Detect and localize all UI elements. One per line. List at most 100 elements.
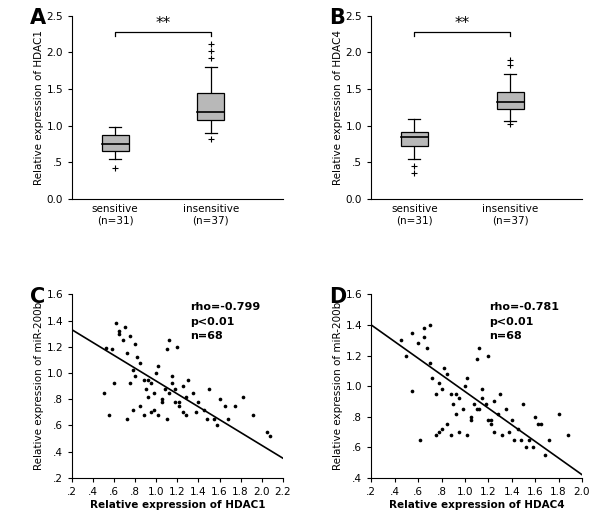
Point [509, 435, 519, 444]
Point [139, 411, 148, 419]
Bar [101, 134, 128, 151]
Point [446, 390, 455, 398]
Point [173, 343, 182, 351]
Point [437, 425, 446, 433]
Point [396, 336, 406, 344]
Point [454, 394, 464, 403]
Point [431, 431, 440, 439]
Point [181, 411, 191, 419]
Point [401, 351, 411, 360]
Point [136, 402, 145, 410]
X-axis label: Relative expression of HDAC1: Relative expression of HDAC1 [89, 500, 265, 510]
Y-axis label: Relative expression of miR-200b: Relative expression of miR-200b [34, 302, 44, 470]
Point [175, 397, 184, 406]
Point [474, 405, 484, 413]
Point [139, 375, 148, 384]
Point [122, 415, 131, 423]
Point [143, 375, 152, 384]
Text: rho=-0.799
p<0.01
n=68: rho=-0.799 p<0.01 n=68 [190, 302, 260, 341]
Point [170, 397, 180, 406]
Point [530, 413, 540, 421]
Point [460, 382, 470, 390]
Point [425, 321, 434, 329]
Point [407, 386, 417, 395]
Point [478, 394, 487, 403]
Point [133, 353, 142, 362]
Point [563, 431, 573, 439]
Point [517, 435, 526, 444]
Point [209, 415, 219, 423]
Point [536, 420, 546, 428]
Point [115, 330, 124, 338]
Point [518, 400, 528, 408]
Point [122, 349, 131, 358]
Point [160, 384, 170, 393]
Text: D: D [329, 287, 346, 307]
Point [416, 435, 425, 444]
X-axis label: Relative expression of HDAC4: Relative expression of HDAC4 [389, 500, 565, 510]
Point [443, 420, 452, 428]
Point [524, 435, 534, 444]
Y-axis label: Relative expression of HDAC1: Relative expression of HDAC1 [34, 30, 44, 185]
Point [220, 402, 230, 410]
Point [154, 362, 163, 371]
Point [130, 371, 140, 380]
Point [151, 369, 161, 377]
Point [493, 410, 503, 418]
Point [481, 400, 491, 408]
Point [118, 336, 127, 344]
Text: rho=-0.781
p<0.01
n=68: rho=-0.781 p<0.01 n=68 [489, 302, 559, 341]
Point [154, 411, 163, 419]
Point [528, 443, 538, 452]
Point [439, 363, 449, 372]
Bar [401, 132, 428, 145]
Point [188, 388, 198, 397]
Point [533, 420, 542, 428]
Point [505, 428, 514, 436]
Point [265, 432, 275, 440]
Point [437, 385, 446, 393]
Point [486, 415, 496, 424]
Point [486, 420, 496, 428]
Point [167, 371, 177, 380]
Text: **: ** [155, 16, 170, 31]
Point [146, 408, 156, 416]
Point [99, 388, 109, 397]
Point [141, 384, 151, 393]
Point [466, 413, 476, 421]
Point [183, 375, 193, 384]
Text: A: A [30, 8, 46, 28]
Point [419, 333, 429, 341]
Point [495, 390, 505, 398]
Point [262, 428, 272, 436]
Point [130, 340, 140, 349]
Point [115, 327, 124, 335]
Point [204, 384, 214, 393]
Point [478, 385, 487, 393]
Point [125, 379, 135, 387]
Point [463, 374, 472, 383]
Point [181, 392, 191, 401]
Point [164, 336, 174, 344]
Point [194, 397, 203, 406]
Point [434, 379, 444, 387]
Point [125, 332, 135, 341]
Point [162, 345, 172, 354]
Point [472, 405, 481, 413]
Point [472, 354, 481, 363]
Point [223, 415, 233, 423]
Point [507, 415, 517, 424]
Point [143, 392, 152, 401]
Point [454, 428, 464, 436]
Point [202, 415, 212, 423]
Point [458, 405, 467, 413]
Point [191, 408, 201, 416]
Point [146, 379, 156, 387]
Point [212, 421, 222, 429]
Text: **: ** [455, 16, 470, 31]
Point [544, 435, 554, 444]
Bar [197, 93, 224, 120]
Point [128, 405, 138, 414]
Point [422, 344, 432, 352]
Point [164, 388, 174, 397]
